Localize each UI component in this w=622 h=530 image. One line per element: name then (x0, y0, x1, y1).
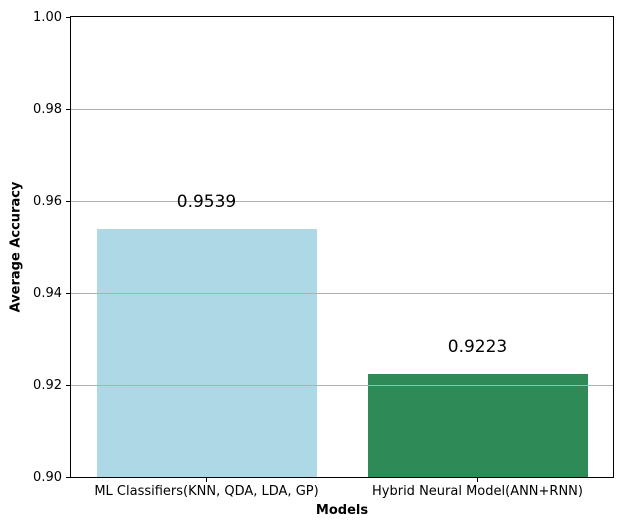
y-axis-title: Average Accuracy (8, 181, 24, 313)
bar-2 (367, 374, 588, 477)
x-tick-label-2: Hybrid Neural Model(ANN+RNN) (372, 484, 583, 499)
x-tick-label-1: ML Classifiers(KNN, QDA, LDA, GP) (94, 484, 319, 499)
gridline-0.98 (71, 108, 613, 110)
y-tick-label: 0.90 (33, 469, 62, 485)
y-tick-mark-0.96 (66, 200, 70, 202)
y-tick-label: 0.98 (33, 101, 62, 117)
y-tick-label: 0.94 (33, 285, 62, 301)
y-tick-mark-0.90 (66, 476, 70, 478)
y-tick-mark-0.98 (66, 108, 70, 110)
y-tick-mark-0.92 (66, 384, 70, 386)
y-tick-mark-0.94 (66, 292, 70, 294)
bar-1 (96, 229, 317, 477)
x-tick-mark-1 (206, 478, 207, 482)
plot-area: 0.90 0.92 0.94 0.96 0.98 1.00 0.9539 ML Classif… (33, 10, 614, 499)
gridline-0.94 (71, 292, 613, 294)
y-tick-label: 0.96 (33, 193, 62, 209)
gridline-0.92 (71, 384, 613, 386)
x-tick-mark-2 (477, 478, 478, 482)
y-tick-label: 1.00 (33, 9, 62, 25)
y-tick-mark-1.00 (66, 16, 70, 18)
gridline-0.96 (71, 200, 613, 202)
bar-value-label-2: 0.9223 (447, 337, 508, 357)
bar-value-label-1: 0.9539 (176, 192, 237, 212)
x-axis-title: Models (315, 503, 369, 518)
y-tick-label: 0.92 (33, 377, 62, 393)
